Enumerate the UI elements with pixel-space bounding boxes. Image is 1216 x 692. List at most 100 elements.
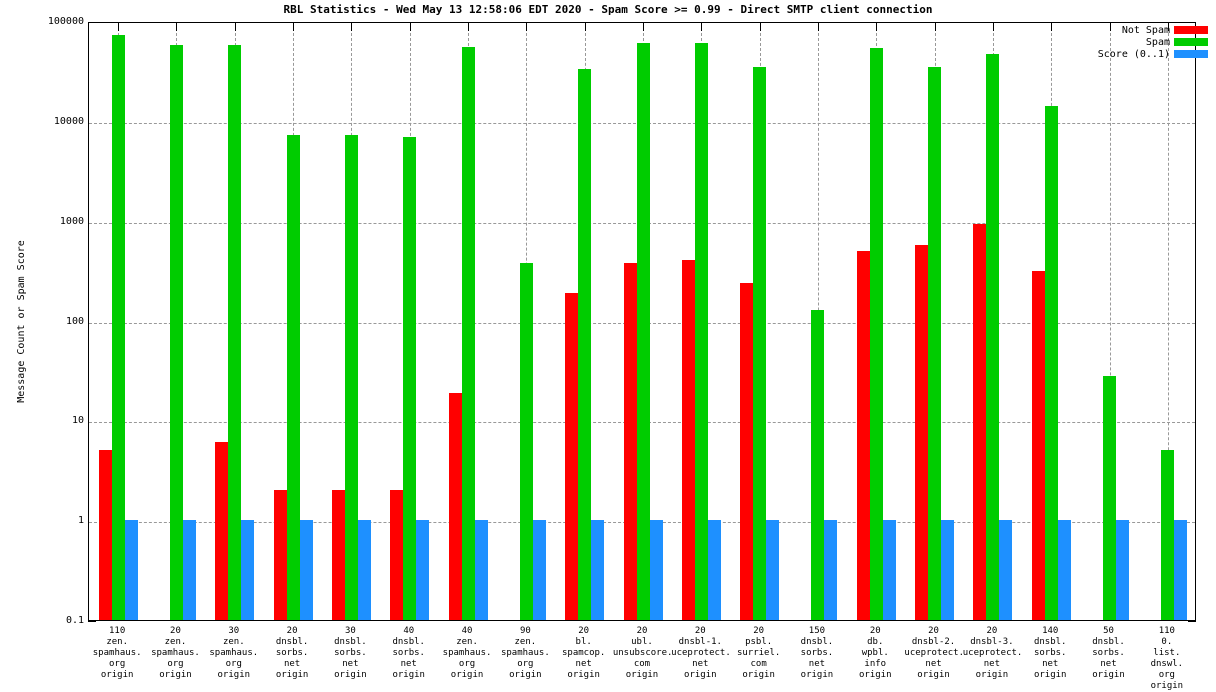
y-tick-label: 1 bbox=[77, 515, 84, 527]
bar-score bbox=[941, 520, 955, 620]
bar-spam bbox=[928, 66, 942, 620]
bar-score bbox=[474, 520, 488, 620]
x-tick-label: 20 psbl. surriel. com origin bbox=[736, 626, 781, 680]
bar-score bbox=[824, 520, 838, 620]
bar-not-spam bbox=[565, 292, 579, 620]
legend-item: Spam bbox=[1145, 36, 1208, 48]
x-tick-label: 20 db. wpbl. info origin bbox=[858, 626, 892, 680]
bar-spam bbox=[811, 310, 825, 620]
bar-spam bbox=[694, 43, 708, 620]
plot-area bbox=[88, 22, 1196, 621]
x-tick-label: 40 dnsbl. sorbs. net origin bbox=[392, 626, 425, 680]
x-tick-label: 20 dnsbl-3. uceprotect. net origin bbox=[962, 626, 1023, 680]
x-tick-label: 90 zen. spamhaus. org origin bbox=[500, 626, 550, 680]
bar-spam bbox=[519, 262, 533, 620]
bar-score bbox=[532, 520, 546, 620]
bar-not-spam bbox=[623, 263, 637, 620]
vertical-gridline bbox=[1167, 23, 1169, 620]
y-tick-label: 10000 bbox=[53, 115, 84, 127]
x-axis-tick bbox=[409, 23, 411, 31]
x-tick-label: 140 dnsbl. sorbs. net origin bbox=[1033, 626, 1067, 680]
x-tick-label: 20 dnsbl. sorbs. net origin bbox=[275, 626, 309, 680]
x-tick-label: 20 dnsbl-2. uceprotect. net origin bbox=[904, 626, 965, 680]
bar-spam bbox=[1161, 450, 1175, 620]
bar-score bbox=[416, 520, 430, 620]
legend-color-swatch bbox=[1174, 50, 1208, 58]
bar-not-spam bbox=[915, 245, 929, 620]
bar-not-spam bbox=[448, 392, 462, 620]
bar-not-spam bbox=[856, 250, 870, 620]
x-axis-tick bbox=[176, 23, 178, 31]
bar-spam bbox=[111, 35, 125, 620]
bar-score bbox=[299, 520, 313, 620]
bar-score bbox=[1116, 520, 1130, 620]
y-axis-tick-labels: 100000 10000 1000 100 10 1 0.1 bbox=[0, 0, 84, 684]
bar-spam bbox=[228, 45, 242, 620]
bar-not-spam bbox=[681, 260, 695, 620]
bar-spam bbox=[1044, 106, 1058, 620]
bar-score bbox=[999, 520, 1013, 620]
x-tick-label: 20 zen. spamhaus. org origin bbox=[151, 626, 200, 680]
chart-title: RBL Statistics - Wed May 13 12:58:06 EDT… bbox=[283, 3, 933, 16]
bar-score bbox=[124, 520, 138, 620]
bar-score bbox=[241, 520, 255, 620]
bar-spam bbox=[461, 46, 475, 620]
bar-score bbox=[1057, 520, 1071, 620]
y-tick-label: 10 bbox=[71, 415, 84, 427]
bar-spam bbox=[286, 135, 300, 620]
bar-score bbox=[707, 520, 721, 620]
x-tick-label: 50 dnsbl. sorbs. net origin bbox=[1092, 626, 1125, 680]
x-tick-label: 40 zen. spamhaus. org origin bbox=[442, 626, 492, 680]
x-tick-label: 30 dnsbl. sorbs. net origin bbox=[334, 626, 367, 680]
bar-not-spam bbox=[1031, 271, 1045, 620]
x-tick-label: 110 0. list. dnswl. org origin bbox=[1150, 626, 1184, 691]
bar-score bbox=[766, 520, 780, 620]
x-axis-tick bbox=[701, 23, 703, 31]
bar-spam bbox=[1103, 375, 1117, 620]
bar-spam bbox=[344, 135, 358, 620]
y-axis-major-tick bbox=[88, 621, 96, 622]
x-axis-tick bbox=[876, 23, 878, 31]
y-tick-label: 0.1 bbox=[65, 615, 84, 626]
legend-item: Not Spam bbox=[1121, 24, 1208, 36]
x-axis-tick bbox=[351, 23, 353, 31]
bar-not-spam bbox=[390, 490, 404, 620]
x-tick-label: 110 zen. spamhaus. org origin bbox=[92, 626, 142, 680]
x-axis-tick bbox=[934, 23, 936, 31]
x-axis-tick bbox=[817, 23, 819, 31]
legend-item: Score (0..1) bbox=[1097, 48, 1208, 60]
x-axis-tick bbox=[643, 23, 644, 31]
bar-spam bbox=[986, 53, 1000, 620]
bar-score bbox=[649, 520, 663, 620]
y-tick-label: 100 bbox=[65, 315, 84, 327]
x-tick-label: 150 dnsbl. sorbs. net origin bbox=[800, 626, 834, 680]
bar-spam bbox=[169, 44, 183, 620]
bar-not-spam bbox=[215, 442, 229, 620]
legend-label: Score (0..1) bbox=[1097, 48, 1170, 60]
x-axis-tick bbox=[1051, 23, 1053, 31]
vertical-gridline bbox=[1109, 23, 1111, 620]
bar-score bbox=[882, 520, 896, 620]
y-tick-label: 1000 bbox=[59, 215, 84, 227]
bar-spam bbox=[403, 136, 417, 620]
x-tick-label: 20 dnsbl-1. uceprotect. net origin bbox=[671, 626, 731, 680]
x-axis-tick bbox=[468, 23, 470, 31]
x-axis-tick bbox=[759, 23, 761, 31]
bar-score bbox=[1174, 520, 1188, 620]
y-axis-major-tick bbox=[1188, 621, 1196, 622]
x-axis-tick bbox=[118, 23, 120, 31]
x-tick-label: 20 ubl. unsubscore. com origin bbox=[612, 626, 673, 680]
legend-color-swatch bbox=[1174, 26, 1208, 34]
x-tick-label: 30 zen. spamhaus. org origin bbox=[209, 626, 259, 680]
x-axis-tick bbox=[1167, 23, 1169, 31]
bar-score bbox=[591, 520, 605, 620]
bar-not-spam bbox=[973, 224, 987, 620]
legend-label: Spam bbox=[1145, 36, 1170, 48]
legend-label: Not Spam bbox=[1121, 24, 1170, 36]
bar-not-spam bbox=[740, 283, 754, 620]
bar-spam bbox=[753, 66, 767, 620]
x-axis-tick bbox=[1109, 23, 1111, 31]
x-axis-tick bbox=[526, 23, 528, 31]
legend-color-swatch bbox=[1174, 38, 1208, 46]
